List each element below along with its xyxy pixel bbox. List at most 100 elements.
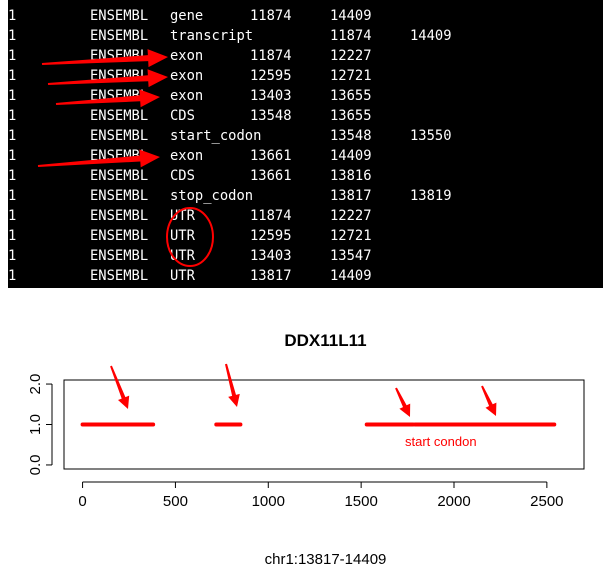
terminal-cell-source: ENSEMBL [90, 248, 149, 264]
terminal-cell-feature: UTR [170, 248, 195, 264]
terminal-cell-col-b: 13816 [330, 168, 372, 184]
terminal-row: 1 ENSEMBL transcript 11874 14409 [8, 26, 603, 46]
y-tick-label: 1.0 [27, 414, 44, 435]
terminal-cell-feature: UTR [170, 268, 195, 284]
terminal-cell-col-b: 11874 [330, 28, 372, 44]
terminal-cell-seqname: 1 [8, 208, 17, 224]
terminal-cell-col-a: 11874 [250, 208, 292, 224]
terminal-cell-col-a: 13403 [250, 248, 292, 264]
terminal-cell-source: ENSEMBL [90, 8, 149, 24]
terminal-row: 1 ENSEMBL exon 12595 12721 [8, 66, 603, 86]
terminal-cell-col-c: 14409 [410, 28, 452, 44]
terminal-row: 1 ENSEMBL UTR 11874 12227 [8, 206, 603, 226]
terminal-cell-col-b: 12227 [330, 208, 372, 224]
x-tick-label: 2000 [437, 493, 470, 510]
terminal-cell-source: ENSEMBL [90, 128, 149, 144]
terminal-row: 1 ENSEMBL UTR 12595 12721 [8, 226, 603, 246]
plot-frame [63, 379, 585, 470]
terminal-row: 1 ENSEMBL UTR 13817 14409 [8, 266, 603, 286]
terminal-cell-col-b: 13655 [330, 108, 372, 124]
terminal-cell-seqname: 1 [8, 28, 17, 44]
start-codon-annotation: start condon [405, 434, 477, 449]
terminal-cell-col-b: 14409 [330, 148, 372, 164]
terminal-cell-seqname: 1 [8, 68, 17, 84]
terminal-cell-col-b: 13817 [330, 188, 372, 204]
terminal-cell-col-a: 13661 [250, 168, 292, 184]
terminal-cell-col-c: 13550 [410, 128, 452, 144]
arrow-annotation-icon [110, 365, 130, 409]
terminal-row: 1 ENSEMBL stop_codon 13817 13819 [8, 186, 603, 206]
terminal-cell-seqname: 1 [8, 48, 17, 64]
terminal-row: 1 ENSEMBL gene 11874 14409 [8, 6, 603, 26]
x-tick-label: 2500 [530, 493, 563, 510]
terminal-cell-source: ENSEMBL [90, 108, 149, 124]
chart-title: DDX11L11 [284, 331, 366, 350]
arrow-annotation-icon [395, 387, 411, 417]
terminal-cell-col-b: 12721 [330, 228, 372, 244]
terminal-cell-col-a: 13403 [250, 88, 292, 104]
terminal-row: 1 ENSEMBL exon 13403 13655 [8, 86, 603, 106]
terminal-row: 1 ENSEMBL exon 13661 14409 [8, 146, 603, 166]
x-tick-label: 500 [163, 493, 188, 510]
terminal-cell-col-a: 13817 [250, 268, 292, 284]
terminal-cell-feature: start_codon [170, 128, 262, 144]
terminal-cell-col-b: 14409 [330, 268, 372, 284]
terminal-cell-feature: UTR [170, 208, 195, 224]
terminal-cell-seqname: 1 [8, 148, 17, 164]
terminal-cell-seqname: 1 [8, 8, 17, 24]
terminal-cell-feature: transcript [170, 28, 254, 44]
terminal-cell-feature: UTR [170, 228, 195, 244]
terminal-cell-col-b: 13547 [330, 248, 372, 264]
x-tick-label: 1500 [344, 493, 377, 510]
terminal-cell-feature: exon [170, 68, 204, 84]
terminal-cell-source: ENSEMBL [90, 68, 149, 84]
x-tick-label: 1000 [252, 493, 285, 510]
terminal-cell-seqname: 1 [8, 228, 17, 244]
x-axis-label: chr1:13817-14409 [265, 551, 387, 568]
terminal-cell-col-a: 12595 [250, 68, 292, 84]
terminal-cell-feature: gene [170, 8, 204, 24]
terminal-row: 1 ENSEMBL exon 11874 12227 [8, 46, 603, 66]
x-tick-label: 0 [78, 493, 86, 510]
terminal-row: 1 ENSEMBL UTR 13403 13547 [8, 246, 603, 266]
terminal-cell-feature: CDS [170, 108, 195, 124]
terminal-cell-feature: exon [170, 48, 204, 64]
terminal-row: 1 ENSEMBL start_codon 13548 13550 [8, 126, 603, 146]
terminal-cell-col-b: 13548 [330, 128, 372, 144]
terminal-cell-source: ENSEMBL [90, 228, 149, 244]
arrow-annotation-icon [481, 385, 497, 416]
terminal-cell-seqname: 1 [8, 108, 17, 124]
terminal-cell-source: ENSEMBL [90, 208, 149, 224]
terminal-cell-source: ENSEMBL [90, 88, 149, 104]
terminal-cell-feature: stop_codon [170, 188, 254, 204]
terminal-cell-col-a: 12595 [250, 228, 292, 244]
terminal-cell-source: ENSEMBL [90, 148, 149, 164]
gene-plot: DDX11L11 0 500 1000 1500 2000 2500 0.0 1.0 2.0 chr… [0, 300, 603, 576]
terminal-cell-source: ENSEMBL [90, 48, 149, 64]
terminal-cell-col-a: 11874 [250, 48, 292, 64]
terminal-cell-col-b: 12721 [330, 68, 372, 84]
terminal-cell-feature: exon [170, 148, 204, 164]
terminal-cell-seqname: 1 [8, 248, 17, 264]
terminal-cell-col-b: 13655 [330, 88, 372, 104]
terminal-cell-feature: exon [170, 88, 204, 104]
terminal-cell-col-a: 13661 [250, 148, 292, 164]
terminal-cell-seqname: 1 [8, 168, 17, 184]
terminal-cell-source: ENSEMBL [90, 28, 149, 44]
terminal-cell-col-b: 12227 [330, 48, 372, 64]
chart-svg: DDX11L11 0 500 1000 1500 2000 2500 0.0 1.0 2.0 chr… [27, 331, 585, 568]
terminal-cell-source: ENSEMBL [90, 168, 149, 184]
terminal-cell-seqname: 1 [8, 188, 17, 204]
terminal-output: 1 ENSEMBL gene 11874 14409 1 ENSEMBL transcript… [8, 0, 603, 288]
terminal-row: 1 ENSEMBL CDS 13548 13655 [8, 106, 603, 126]
y-tick-label: 0.0 [27, 455, 44, 476]
terminal-cell-col-c: 13819 [410, 188, 452, 204]
terminal-cell-source: ENSEMBL [90, 188, 149, 204]
terminal-cell-col-a: 13548 [250, 108, 292, 124]
terminal-cell-col-b: 14409 [330, 8, 372, 24]
terminal-cell-source: ENSEMBL [90, 268, 149, 284]
terminal-cell-seqname: 1 [8, 88, 17, 104]
y-tick-label: 2.0 [27, 374, 44, 395]
terminal-cell-seqname: 1 [8, 128, 17, 144]
arrow-annotation-icon [225, 363, 240, 407]
